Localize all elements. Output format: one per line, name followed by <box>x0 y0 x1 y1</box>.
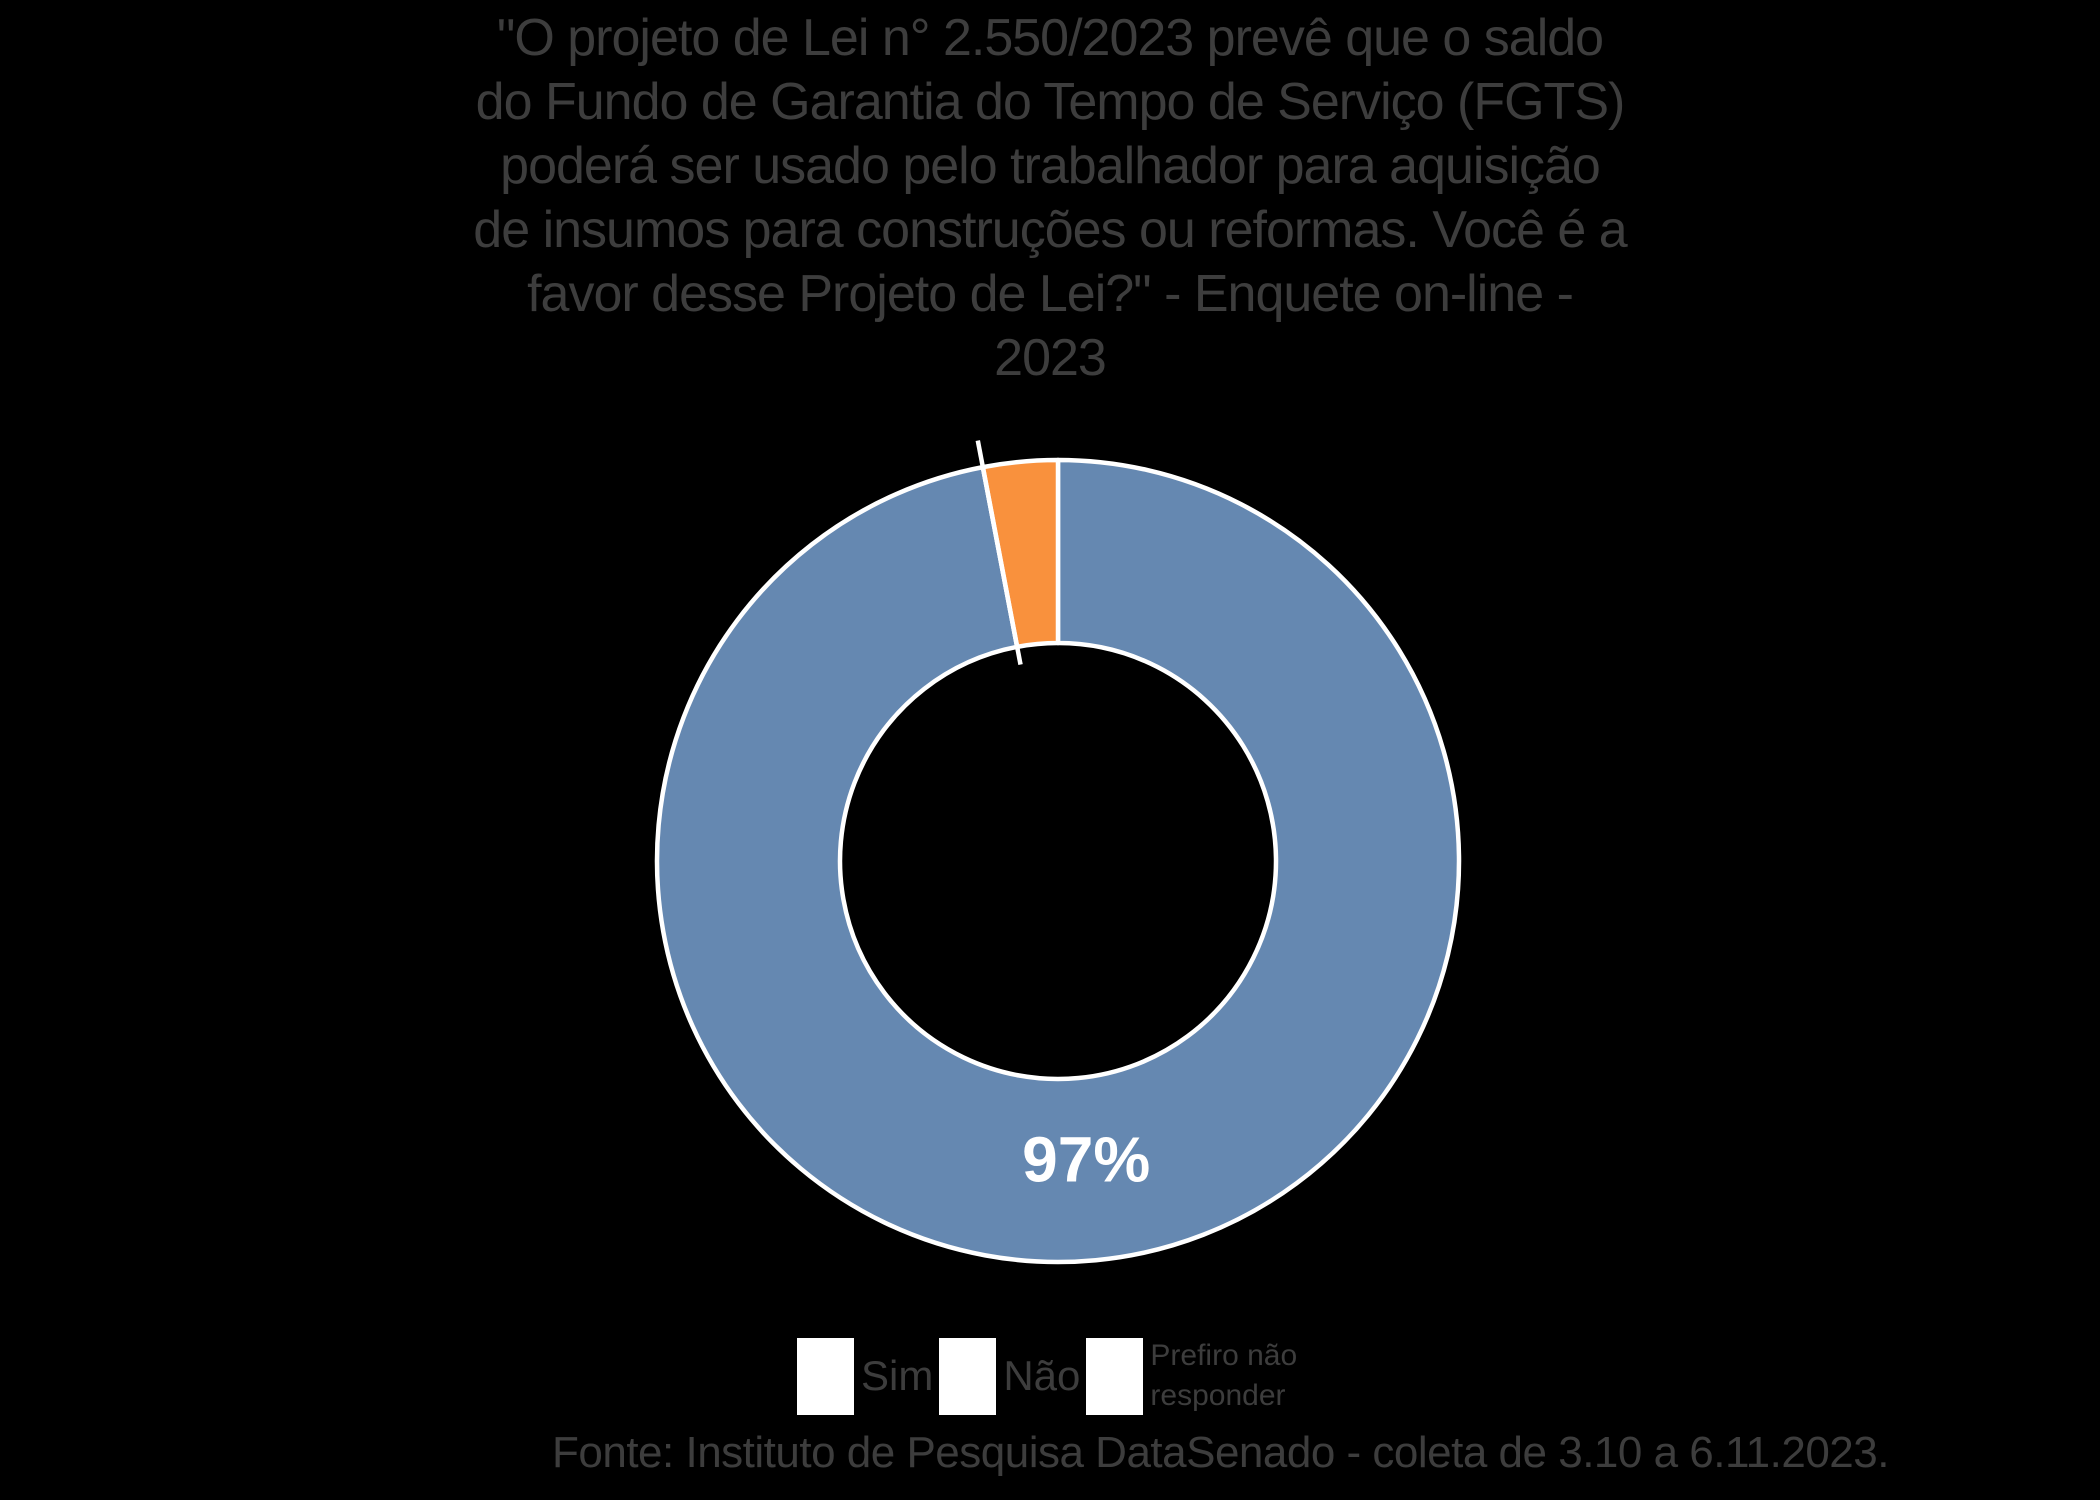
donut-slice-2 <box>980 457 1061 650</box>
zero-slice-line-1 <box>975 440 1023 665</box>
source-footer: Fonte: Instituto de Pesquisa DataSenado … <box>552 1428 1889 1477</box>
title-line-6: 2023 <box>994 329 1107 387</box>
title-line-1: "O projeto de Lei n° 2.550/2023 prevê qu… <box>496 9 1604 67</box>
legend-swatch-nao <box>939 1337 997 1415</box>
legend-item-prefiro-nao-responder: Prefiro não responder <box>1086 1336 1345 1416</box>
legend-item-nao: Não <box>939 1337 1081 1415</box>
title-line-2: do Fundo de Garantia do Tempo de Serviço… <box>475 73 1626 131</box>
title-line-5: favor desse Projeto de Lei?" - Enquete o… <box>527 265 1574 323</box>
chart-title: "O projeto de Lei n° 2.550/2023 prevê qu… <box>0 6 2100 390</box>
legend-swatch-prefiro-nao-responder <box>1086 1337 1144 1415</box>
legend-item-sim: Sim <box>797 1337 934 1415</box>
data-label-0: 97% <box>1022 1124 1150 1196</box>
title-line-4: de insumos para construções ou reformas.… <box>473 201 1627 259</box>
legend-label-prefiro-nao-responder: Prefiro não responder <box>1150 1339 1298 1412</box>
chart-legend: Sim Não Prefiro não responder <box>797 1337 1345 1415</box>
legend-swatch-sim <box>797 1337 854 1415</box>
legend-label-sim: Sim <box>861 1352 934 1399</box>
donut-slice-0 <box>654 457 1462 1265</box>
title-line-3: poderá ser usado pelo trabalhador para a… <box>500 137 1601 195</box>
legend-label-nao: Não <box>1003 1352 1081 1399</box>
